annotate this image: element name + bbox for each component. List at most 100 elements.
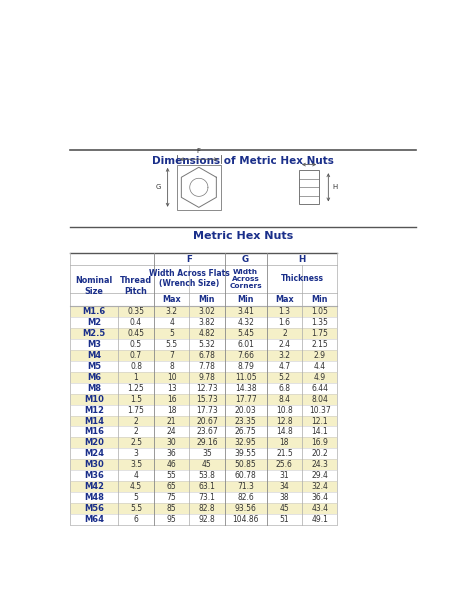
Text: Thickness: Thickness	[281, 274, 324, 283]
Text: 1.35: 1.35	[311, 318, 328, 327]
Text: Width
Across
Corners: Width Across Corners	[229, 268, 262, 289]
Text: 29.16: 29.16	[196, 438, 218, 447]
Text: Min: Min	[311, 295, 328, 304]
Bar	[70, 350, 337, 361]
Text: 2.4: 2.4	[278, 340, 291, 349]
Text: 17.77: 17.77	[235, 395, 256, 404]
Text: 85: 85	[167, 504, 176, 513]
Text: F: F	[197, 148, 201, 154]
Text: 104.86: 104.86	[232, 515, 259, 524]
Text: 36: 36	[167, 449, 176, 459]
Text: M64: M64	[84, 515, 104, 524]
Text: 3.82: 3.82	[199, 318, 215, 327]
Text: F: F	[186, 255, 192, 264]
Bar	[70, 361, 337, 372]
Text: 55: 55	[167, 471, 176, 480]
Text: 1.5: 1.5	[130, 395, 142, 404]
Text: 2.9: 2.9	[314, 351, 326, 360]
Text: Min: Min	[237, 295, 254, 304]
Text: 6: 6	[134, 515, 138, 524]
Text: M2: M2	[87, 318, 101, 327]
Text: Nominal
Size: Nominal Size	[75, 276, 113, 295]
Text: 31: 31	[280, 471, 289, 480]
Text: 17.73: 17.73	[196, 406, 218, 414]
Text: 1.75: 1.75	[128, 406, 145, 414]
Text: 3.5: 3.5	[130, 460, 142, 469]
Text: 1.3: 1.3	[278, 307, 291, 316]
Text: 3.2: 3.2	[278, 351, 291, 360]
Text: 32.4: 32.4	[311, 482, 328, 491]
Text: 45: 45	[280, 504, 289, 513]
Text: Thread
Pitch: Thread Pitch	[120, 276, 152, 295]
Text: 12.1: 12.1	[311, 416, 328, 425]
Text: 73.1: 73.1	[199, 493, 215, 502]
Text: M6: M6	[87, 373, 101, 382]
Text: 9.78: 9.78	[199, 373, 215, 382]
Bar	[70, 328, 337, 339]
Text: 23.67: 23.67	[196, 427, 218, 436]
Text: 5.2: 5.2	[278, 373, 291, 382]
Bar	[70, 405, 337, 416]
Text: M14: M14	[84, 416, 104, 425]
Text: 1.05: 1.05	[311, 307, 328, 316]
Text: G: G	[155, 185, 161, 190]
Bar	[70, 481, 337, 492]
Text: 38: 38	[280, 493, 289, 502]
Text: 8.4: 8.4	[278, 395, 291, 404]
Text: Metric Hex Nuts: Metric Hex Nuts	[193, 231, 293, 241]
Text: 4: 4	[169, 318, 174, 327]
Text: 23.35: 23.35	[235, 416, 256, 425]
Text: 5.45: 5.45	[237, 329, 254, 338]
Text: 65: 65	[167, 482, 176, 491]
Text: 51: 51	[280, 515, 289, 524]
Text: 1.6: 1.6	[278, 318, 291, 327]
Text: 46: 46	[167, 460, 176, 469]
Text: 0.4: 0.4	[130, 318, 142, 327]
Text: 4.4: 4.4	[314, 362, 326, 371]
Text: 2.5: 2.5	[130, 438, 142, 447]
Text: 32.95: 32.95	[235, 438, 256, 447]
Text: 5.5: 5.5	[165, 340, 178, 349]
Text: 45: 45	[202, 460, 212, 469]
Text: Max: Max	[163, 295, 181, 304]
Text: 1: 1	[134, 373, 138, 382]
Text: 26.75: 26.75	[235, 427, 256, 436]
Bar	[70, 306, 337, 318]
Text: 13: 13	[167, 384, 176, 393]
Text: 11.05: 11.05	[235, 373, 256, 382]
Text: 75: 75	[167, 493, 176, 502]
Text: 6.44: 6.44	[311, 384, 328, 393]
Bar	[70, 459, 337, 470]
Text: M30: M30	[84, 460, 104, 469]
Text: 3.2: 3.2	[165, 307, 178, 316]
Text: 0.8: 0.8	[130, 362, 142, 371]
Text: 12.8: 12.8	[276, 416, 293, 425]
Text: Max: Max	[275, 295, 294, 304]
Text: 0.5: 0.5	[130, 340, 142, 349]
Text: 1.75: 1.75	[311, 329, 328, 338]
Bar	[70, 470, 337, 481]
Text: M48: M48	[84, 493, 104, 502]
Bar	[70, 503, 337, 514]
Text: 15.73: 15.73	[196, 395, 218, 404]
Text: 4.5: 4.5	[130, 482, 142, 491]
Text: 20.03: 20.03	[235, 406, 256, 414]
Text: 0.7: 0.7	[130, 351, 142, 360]
Text: 29.4: 29.4	[311, 471, 328, 480]
Text: 5.32: 5.32	[199, 340, 215, 349]
Text: 53.8: 53.8	[199, 471, 215, 480]
Text: 30: 30	[167, 438, 176, 447]
Text: M20: M20	[84, 438, 104, 447]
Text: 4.82: 4.82	[199, 329, 215, 338]
Text: 50.85: 50.85	[235, 460, 256, 469]
Bar	[177, 165, 221, 210]
Text: 2: 2	[134, 416, 138, 425]
Text: Min: Min	[199, 295, 215, 304]
Text: M1.6: M1.6	[82, 307, 106, 316]
Text: 71.3: 71.3	[237, 482, 254, 491]
Text: 5: 5	[169, 329, 174, 338]
Text: 35: 35	[202, 449, 212, 459]
Text: 25.6: 25.6	[276, 460, 293, 469]
Text: 4.32: 4.32	[237, 318, 254, 327]
Text: 18: 18	[167, 406, 176, 414]
